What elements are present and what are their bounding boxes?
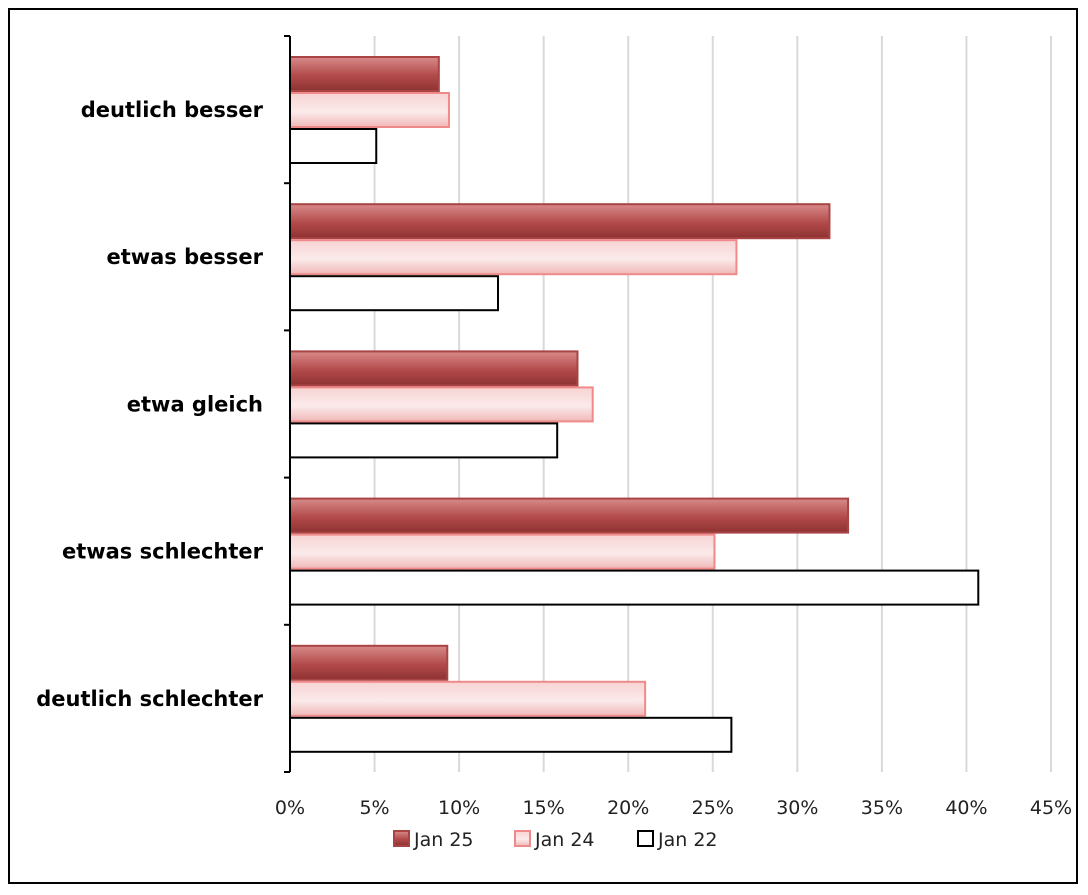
- x-tick-label: 15%: [523, 797, 565, 819]
- bar-jan-24: [289, 680, 647, 717]
- bar-jan-22: [289, 569, 980, 606]
- category-label: etwas schlechter: [62, 540, 264, 564]
- x-tick-label: 35%: [861, 797, 903, 819]
- category-label: etwas besser: [106, 245, 263, 269]
- bar-jan-22: [289, 275, 500, 312]
- legend-label: Jan 22: [657, 829, 718, 851]
- x-tick-label: 10%: [438, 797, 480, 819]
- x-tick-label: 25%: [692, 797, 734, 819]
- x-tick-label: 20%: [607, 797, 649, 819]
- bar-jan-25: [289, 497, 850, 534]
- x-tick-label: 45%: [1030, 797, 1072, 819]
- bar-jan-22: [289, 716, 733, 753]
- bar-jan-24: [289, 92, 450, 128]
- legend-swatch-jan-24: [514, 830, 531, 847]
- chart-frame: 0% 5% 10% 15% 20% 25% 30% 35% 40% 45% deutlich bes…: [8, 8, 1078, 884]
- bar-jan-24: [289, 239, 738, 276]
- bar-jan-22: [289, 128, 378, 164]
- bar-jan-24: [289, 533, 716, 570]
- x-tick-label: 40%: [945, 797, 987, 819]
- x-tick-label: 0%: [275, 797, 305, 819]
- category-label: deutlich besser: [81, 98, 264, 122]
- category-label: deutlich schlechter: [36, 687, 263, 711]
- legend-label: Jan 24: [534, 829, 595, 851]
- category-label: etwa gleich: [127, 392, 263, 416]
- bar-jan-25: [289, 350, 579, 387]
- legend-label: Jan 25: [413, 829, 474, 851]
- legend-swatch-jan-22: [637, 830, 654, 847]
- bar-jan-22: [289, 422, 559, 459]
- legend-swatch-jan-25: [393, 830, 410, 847]
- bar-jan-25: [289, 56, 440, 92]
- x-tick-label: 30%: [776, 797, 818, 819]
- bar-jan-24: [289, 386, 594, 423]
- bar-jan-25: [289, 644, 449, 681]
- x-tick-label: 5%: [359, 797, 389, 819]
- bar-jan-25: [289, 203, 831, 240]
- bar-chart: 0% 5% 10% 15% 20% 25% 30% 35% 40% 45% deutlich bes…: [36, 35, 1072, 851]
